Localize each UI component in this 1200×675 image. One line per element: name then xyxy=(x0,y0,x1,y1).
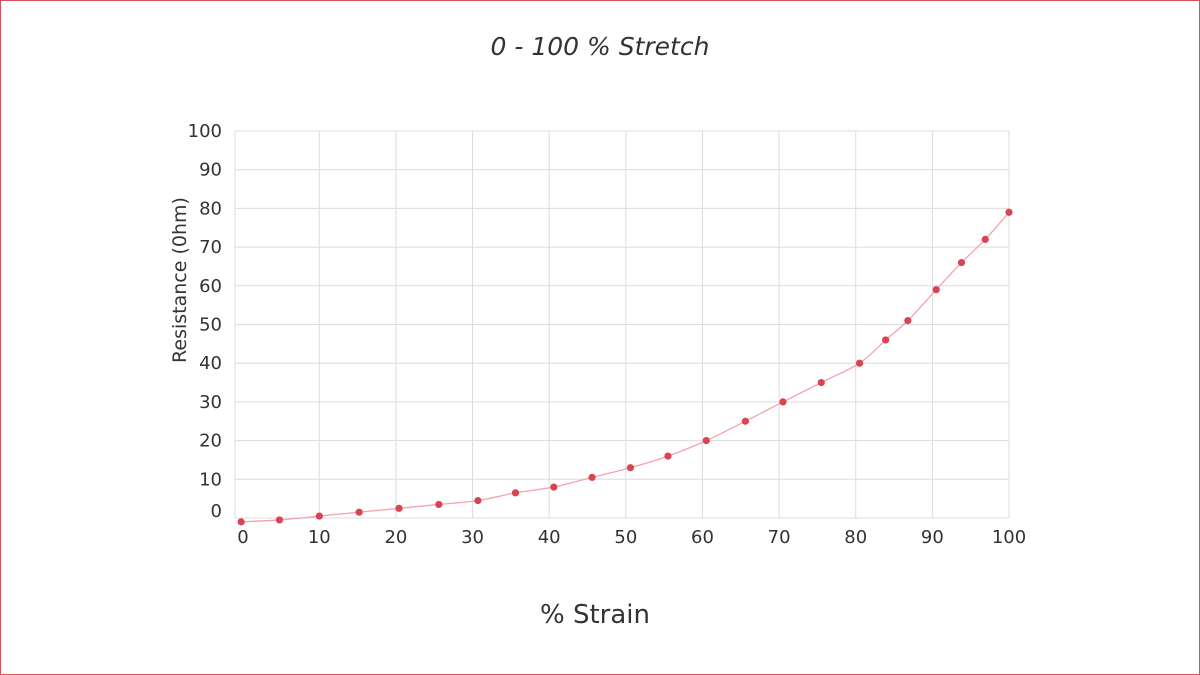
data-point xyxy=(275,516,284,524)
data-point xyxy=(904,317,912,325)
y-tick-label: 100 xyxy=(188,121,222,142)
data-point xyxy=(779,398,787,406)
x-tick-label: 100 xyxy=(992,527,1026,548)
data-point xyxy=(817,378,825,387)
y-tick-label: 40 xyxy=(199,353,222,374)
data-point xyxy=(957,258,966,267)
x-ticks: 0 10 20 30 40 50 60 70 80 90 100 xyxy=(237,527,1026,548)
y-tick-label: 10 xyxy=(199,469,222,490)
y-tick-label: 70 xyxy=(199,237,222,258)
chart-title: 0 - 100 % Stretch xyxy=(490,32,710,61)
y-tick-label: 0 xyxy=(211,501,222,522)
data-point xyxy=(315,512,323,520)
data-point xyxy=(741,417,749,425)
y-tick-label: 20 xyxy=(199,431,222,452)
x-axis-label: % Strain xyxy=(540,600,650,630)
x-tick-label: 30 xyxy=(461,527,484,548)
y-tick-label: 80 xyxy=(199,198,222,219)
x-tick-label: 70 xyxy=(768,527,791,548)
data-point xyxy=(355,508,363,516)
data-point xyxy=(855,359,864,367)
data-point xyxy=(435,500,443,509)
data-point xyxy=(395,504,403,512)
y-tick-label: 60 xyxy=(199,276,222,297)
x-tick-label: 60 xyxy=(691,527,714,548)
data-point xyxy=(511,489,520,497)
x-tick-label: 40 xyxy=(538,527,561,548)
data-point xyxy=(550,483,558,491)
data-point xyxy=(1005,208,1013,216)
data-point xyxy=(981,235,989,243)
y-tick-label: 30 xyxy=(199,392,222,413)
x-tick-label: 20 xyxy=(384,527,407,548)
data-point xyxy=(702,437,710,445)
y-ticks: 0 10 20 30 40 50 60 70 80 90 100 xyxy=(188,121,222,522)
grid xyxy=(234,130,1010,519)
x-tick-label: 0 xyxy=(237,527,248,548)
x-tick-label: 50 xyxy=(614,527,637,548)
y-axis-label: Resistance (0hm) xyxy=(169,197,191,363)
series-line xyxy=(241,211,1010,523)
y-tick-label: 90 xyxy=(199,160,222,181)
x-tick-label: 90 xyxy=(921,527,944,548)
x-tick-label: 80 xyxy=(844,527,867,548)
y-tick-label: 50 xyxy=(199,315,222,336)
data-points xyxy=(237,208,1013,526)
data-point xyxy=(626,464,635,472)
data-point xyxy=(588,473,596,481)
data-point xyxy=(882,336,890,344)
x-tick-label: 10 xyxy=(308,527,331,548)
data-point xyxy=(237,518,245,526)
data-point xyxy=(664,452,672,460)
data-point xyxy=(932,286,940,294)
data-point xyxy=(474,496,482,505)
